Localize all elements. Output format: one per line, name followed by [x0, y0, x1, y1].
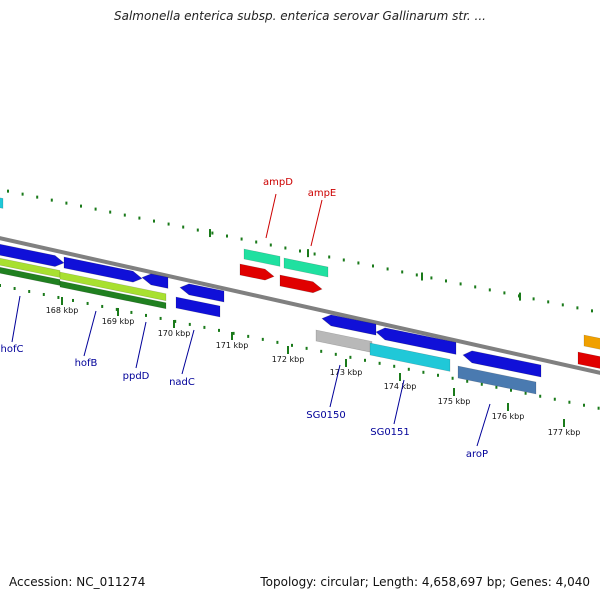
gene-label: hofB [75, 358, 98, 369]
gene-leader-line [135, 321, 147, 369]
gene-label: aroP [466, 449, 488, 460]
cds-ppdD [141, 273, 169, 289]
cds-grey [315, 329, 373, 353]
tick-label: 176 kbp [492, 412, 525, 421]
cds-ampE-teal [283, 257, 329, 278]
cds-green-light-2 [59, 271, 167, 302]
gene-label: nadC [169, 377, 195, 388]
tick-label: 177 kbp [548, 428, 581, 437]
gene-leader-line [181, 329, 195, 375]
gene-label: SG0150 [306, 410, 346, 421]
gene-leader-line [329, 364, 341, 408]
map-title: Salmonella enterica subsp. enterica sero… [114, 9, 486, 23]
gene-leader-line [11, 295, 21, 343]
backbone-track [0, 236, 600, 375]
gene-leader-line [265, 193, 277, 239]
label-layer: hofC hofB ppdD nadC ampD ampE SG0150 SG0151 aroP [1, 177, 491, 460]
cds-edge-cyan [0, 197, 4, 209]
cds-SG0150 [321, 314, 377, 336]
cds-hofB [63, 256, 143, 283]
cds-green-dark-2 [59, 280, 167, 310]
cds-hofC [0, 243, 65, 267]
cds-steel [457, 365, 537, 395]
cds-nadC-a [179, 283, 225, 303]
inner-tick-ring: 168 kbp 169 kbp 170 kbp 171 kbp 172 kbp 173 k… [0, 284, 600, 437]
cds-aroP [462, 350, 542, 378]
cds-SG0151 [375, 327, 457, 355]
tick-label: 172 kbp [272, 355, 305, 364]
backbone-line [0, 236, 600, 375]
gene-label: hofC [1, 344, 24, 355]
tick-label: 175 kbp [438, 397, 471, 406]
genome-summary: Topology: circular; Length: 4,658,697 bp… [260, 575, 590, 589]
gene-leader-line [393, 379, 405, 425]
cds-edge-orange [583, 334, 600, 350]
cds-edge-red [577, 351, 600, 369]
cds-ampD-red [239, 263, 275, 281]
tick-label: 173 kbp [330, 368, 363, 377]
gene-leader-line [83, 310, 97, 357]
tick-label: 170 kbp [158, 329, 191, 338]
gene-label: ppdD [123, 371, 150, 382]
gene-leader-line [476, 403, 491, 447]
gene-label: ampE [308, 188, 337, 199]
gene-label: SG0151 [370, 427, 410, 438]
tick-label: 169 kbp [102, 317, 135, 326]
tick-label: 168 kbp [46, 306, 79, 315]
cds-cyan [369, 342, 451, 372]
tick-label: 171 kbp [216, 341, 249, 350]
cds-ampD-teal [243, 248, 281, 267]
tick-label: 174 kbp [384, 382, 417, 391]
cds-nadC-b [175, 296, 221, 318]
outer-tick-ring [7, 189, 593, 313]
accession-label: Accession: NC_011274 [9, 575, 146, 589]
feature-track [0, 197, 600, 395]
gene-leader-line [310, 199, 323, 247]
cds-ampE-red [279, 274, 323, 294]
gene-label: ampD [263, 177, 293, 188]
